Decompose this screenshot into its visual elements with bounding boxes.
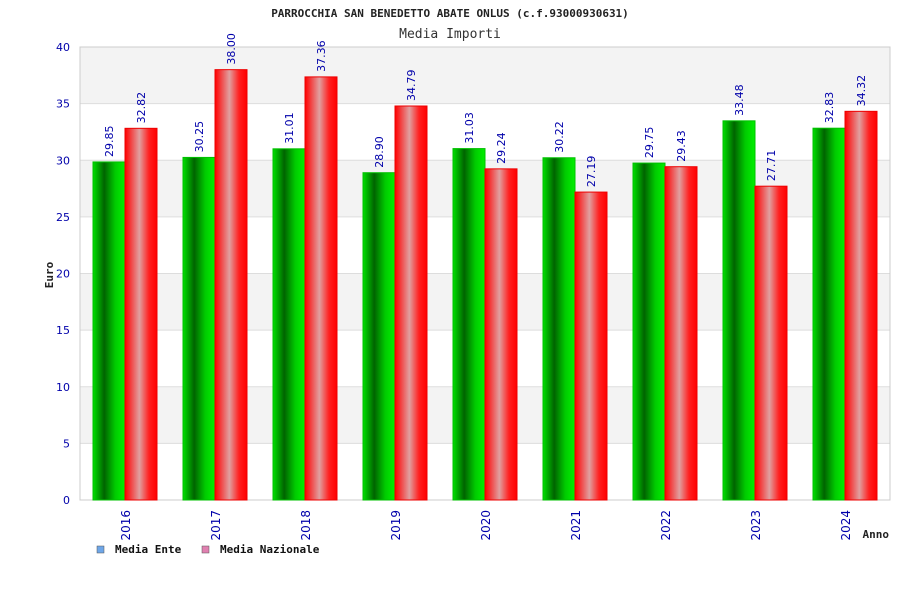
bar-media-nazionale-2024 <box>844 110 878 501</box>
x-tick-label: 2020 <box>479 510 493 541</box>
bar-value-label: 37.36 <box>315 40 328 72</box>
bar-value-label: 28.90 <box>373 136 386 168</box>
bar-media-ente-2022 <box>632 162 666 501</box>
bar-value-label: 27.19 <box>585 156 598 188</box>
y-tick-label: 20 <box>56 268 70 281</box>
bar-value-label: 29.85 <box>103 125 116 157</box>
y-axis-label: Euro <box>43 261 56 288</box>
y-tick-label: 5 <box>63 437 70 450</box>
bar-value-label: 31.01 <box>283 112 296 144</box>
bar-value-label: 29.43 <box>675 130 688 162</box>
x-tick-label: 2021 <box>569 510 583 541</box>
bar-media-ente-2023 <box>722 120 756 501</box>
bar-media-nazionale-2017 <box>214 69 248 501</box>
y-tick-label: 15 <box>56 324 70 337</box>
grid-band <box>80 47 890 104</box>
bar-media-ente-2019 <box>362 172 396 501</box>
x-axis-label: Anno <box>863 528 890 541</box>
bar-value-label: 29.24 <box>495 132 508 164</box>
x-tick-label: 2016 <box>119 510 133 541</box>
bar-value-label: 38.00 <box>225 33 238 65</box>
bar-value-label: 30.22 <box>553 121 566 153</box>
bar-value-label: 34.79 <box>405 70 418 102</box>
bar-media-ente-2024 <box>812 127 846 501</box>
y-tick-label: 10 <box>56 381 70 394</box>
bars <box>92 69 878 501</box>
x-tick-label: 2023 <box>749 510 763 541</box>
legend-swatch <box>201 545 210 554</box>
bar-media-ente-2018 <box>272 148 306 501</box>
x-tick-label: 2017 <box>209 510 223 541</box>
y-tick-label: 35 <box>56 98 70 111</box>
bar-value-label: 31.03 <box>463 112 476 144</box>
y-tick-label: 30 <box>56 154 70 167</box>
x-tick-label: 2024 <box>839 510 853 541</box>
chart-subtitle: Media Importi <box>399 27 501 42</box>
legend-swatch <box>96 545 105 554</box>
bar-media-nazionale-2020 <box>484 168 518 501</box>
bar-media-ente-2021 <box>542 157 576 501</box>
x-tick-label: 2018 <box>299 510 313 541</box>
x-tick-label: 2019 <box>389 510 403 541</box>
y-tick-label: 25 <box>56 211 70 224</box>
bar-value-label: 27.71 <box>765 150 778 182</box>
y-tick-label: 0 <box>63 494 70 507</box>
bar-value-labels: 29.85 32.82 30.25 38.00 31.01 37.36 28.90 34.79… <box>103 33 868 187</box>
bar-media-nazionale-2022 <box>664 166 698 501</box>
bar-media-nazionale-2021 <box>574 191 608 501</box>
bar-media-ente-2016 <box>92 161 126 501</box>
bar-media-nazionale-2018 <box>304 76 338 501</box>
bar-value-label: 29.75 <box>643 127 656 159</box>
bar-value-label: 32.83 <box>823 92 836 124</box>
legend: Media Ente Media Nazionale <box>96 543 320 556</box>
bar-value-label: 32.82 <box>135 92 148 124</box>
bar-media-nazionale-2019 <box>394 105 428 501</box>
bar-value-label: 33.48 <box>733 84 746 116</box>
legend-label: Media Nazionale <box>220 543 320 556</box>
x-tick-label: 2022 <box>659 510 673 541</box>
bar-media-nazionale-2023 <box>754 185 788 501</box>
y-tick-label: 40 <box>56 41 70 54</box>
legend-label: Media Ente <box>115 543 182 556</box>
x-axis-ticks: 2016 2017 2018 2019 2020 2021 2022 2023 2024 <box>119 510 853 541</box>
bar-media-nazionale-2016 <box>124 127 158 501</box>
bar-media-ente-2017 <box>182 156 216 501</box>
bar-media-ente-2020 <box>452 148 486 501</box>
bar-value-label: 34.32 <box>855 75 868 107</box>
bar-value-label: 30.25 <box>193 121 206 153</box>
chart-title: PARROCCHIA SAN BENEDETTO ABATE ONLUS (c.… <box>271 7 629 20</box>
y-axis-ticks: 0 5 10 15 20 25 30 35 40 <box>56 41 70 507</box>
